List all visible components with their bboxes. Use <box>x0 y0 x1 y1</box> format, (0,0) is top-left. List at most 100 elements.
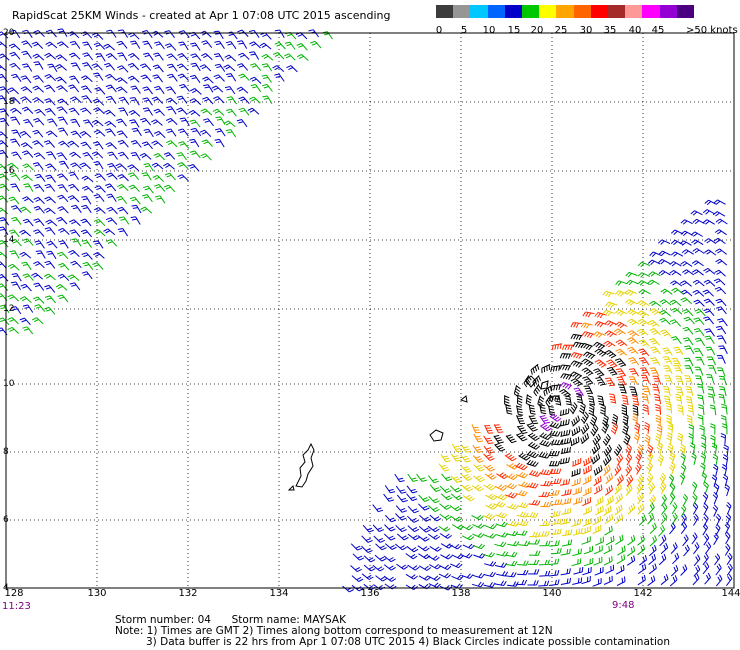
wind-barb <box>34 108 46 117</box>
wind-barb <box>573 387 584 397</box>
wind-barb <box>494 580 507 586</box>
wind-barb <box>637 310 650 318</box>
wind-barb <box>418 575 431 581</box>
wind-barb <box>722 474 729 487</box>
wind-barb <box>93 72 104 81</box>
wind-barb <box>117 206 129 215</box>
wind-barb <box>407 515 419 523</box>
wind-barb <box>529 550 541 556</box>
wind-barb <box>152 74 164 83</box>
wind-barb <box>549 421 562 429</box>
wind-barb <box>572 458 582 467</box>
wind-barb <box>548 569 560 577</box>
wind-barb <box>91 119 104 127</box>
wind-barb <box>615 339 628 347</box>
wind-barb <box>658 270 671 276</box>
wind-barb <box>592 433 601 446</box>
wind-barb <box>383 533 396 541</box>
wind-barb <box>247 107 260 115</box>
wind-barb <box>702 289 714 297</box>
wind-barb <box>418 494 430 502</box>
wind-barb <box>130 140 142 148</box>
wind-barb <box>151 119 163 126</box>
wind-barb <box>441 473 453 482</box>
wind-barb <box>130 152 141 161</box>
wind-barb <box>116 40 128 49</box>
wind-barb <box>680 522 688 534</box>
wind-barb <box>626 279 639 286</box>
lon-label: 128 <box>4 588 24 599</box>
wind-barb <box>649 522 657 535</box>
wind-barb <box>471 581 485 588</box>
wind-barb <box>43 207 56 215</box>
wind-barb <box>528 539 541 545</box>
wind-barb <box>575 393 583 404</box>
wind-barb <box>684 345 695 354</box>
wind-barb <box>616 376 627 386</box>
wind-barb <box>516 405 524 416</box>
wind-barb <box>493 434 504 444</box>
wind-barb <box>703 481 709 494</box>
wind-barb <box>692 289 705 297</box>
wind-barb <box>406 485 418 494</box>
wind-barb <box>692 248 705 254</box>
wind-barb <box>693 564 701 577</box>
wind-barb <box>637 534 645 546</box>
wind-barb <box>637 272 651 278</box>
colorbar-label: 0 <box>435 25 443 36</box>
wind-barb <box>485 493 498 501</box>
wind-barb <box>213 96 225 104</box>
wind-barb <box>10 306 22 315</box>
wind-barb <box>559 353 572 359</box>
wind-barb <box>495 511 508 519</box>
wind-barb <box>128 52 140 60</box>
wind-barb <box>215 128 226 137</box>
wind-barb <box>661 502 668 515</box>
wind-barb <box>142 194 153 203</box>
wind-barb <box>712 453 719 466</box>
wind-barb <box>0 53 10 61</box>
wind-barb <box>9 97 21 105</box>
wind-barb <box>717 318 728 327</box>
wind-barb <box>439 564 452 571</box>
wind-barb <box>593 545 603 555</box>
wind-barb <box>560 373 573 380</box>
wind-barb <box>707 365 717 375</box>
wind-barb <box>484 523 497 530</box>
wind-barb <box>583 464 592 475</box>
wind-barb <box>540 480 553 487</box>
wind-barb <box>32 97 45 104</box>
wind-barb <box>516 502 529 509</box>
wind-barb <box>572 341 585 349</box>
wind-barb <box>471 514 484 521</box>
wind-barb <box>20 142 33 149</box>
wind-barb <box>45 219 58 227</box>
wind-barb <box>418 565 432 571</box>
wind-barb <box>395 505 407 513</box>
wind-barb <box>32 162 44 171</box>
wind-barb <box>650 357 661 366</box>
wind-barb <box>296 54 309 61</box>
wind-barb <box>188 109 201 117</box>
wind-barb <box>19 317 31 326</box>
wind-barb <box>526 512 539 518</box>
wind-barb <box>646 473 654 486</box>
wind-barb <box>495 493 508 501</box>
wind-barb <box>176 152 188 161</box>
wind-barb <box>350 543 363 551</box>
wind-barb <box>680 564 688 576</box>
wind-barb <box>0 274 9 282</box>
wind-barb <box>671 502 678 515</box>
wind-barb <box>45 163 57 171</box>
wind-barb <box>9 62 21 71</box>
wind-barb <box>550 468 562 475</box>
wind-barb <box>0 149 9 159</box>
wind-barb <box>621 404 628 416</box>
wind-barb <box>571 558 582 567</box>
wind-barb <box>261 53 274 61</box>
wind-barb <box>494 541 507 548</box>
wind-barb <box>615 564 625 575</box>
wind-barb <box>725 531 731 545</box>
wind-barb <box>57 294 69 303</box>
wind-barb <box>81 204 92 214</box>
